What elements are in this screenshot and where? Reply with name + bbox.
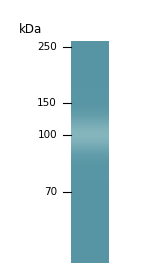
Text: 150: 150 [37, 98, 57, 108]
Text: 100: 100 [37, 130, 57, 140]
Text: 70: 70 [44, 187, 57, 197]
Text: 250: 250 [37, 42, 57, 52]
Text: kDa: kDa [18, 23, 42, 36]
